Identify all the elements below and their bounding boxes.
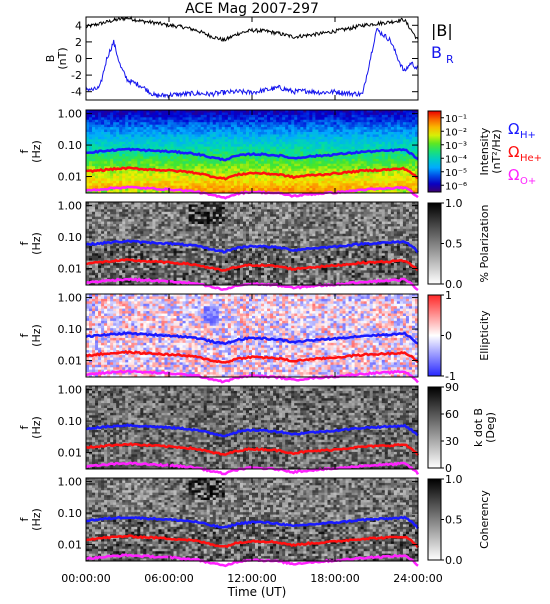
legend-b-magnitude: |B| xyxy=(431,21,453,40)
y-axis-label: f(Hz) xyxy=(18,324,43,347)
y-axis-label-unit: (Hz) xyxy=(30,232,43,255)
colorbar xyxy=(428,295,441,376)
chart-title: ACE Mag 2007-297 xyxy=(185,1,319,17)
colorbar-tick-label: 0.0 xyxy=(445,554,463,567)
legend-omega-he: Ω xyxy=(508,143,519,161)
colorbar-tick-label: 10⁻¹ xyxy=(445,114,467,125)
y-tick-label: 1.00 xyxy=(58,200,83,213)
panel-spectrogram-1: 1.00 0.10 0.01 f(Hz) 10⁻¹ 10⁻² 10⁻³ 10⁻⁴ 10⁻⁵ 10⁻… xyxy=(18,108,542,199)
legend-omega-o: Ω xyxy=(508,166,519,184)
colorbar-label-unit: (Deg) xyxy=(484,412,497,443)
y-tick-label: 0.01 xyxy=(58,263,83,276)
colorbar-label: Intensity(nT²/Hz) xyxy=(478,127,503,175)
colorbar-label: % Polarization xyxy=(478,205,491,283)
colorbar-tick-label: 30 xyxy=(445,435,459,448)
colorbar-tick-label: 10⁻⁶ xyxy=(445,181,467,192)
y-axis-label: f(Hz) xyxy=(18,140,43,163)
y-tick-label: 0.10 xyxy=(58,507,83,520)
x-tick-label: 24:00:00 xyxy=(393,572,442,585)
y-tick-label: 0.01 xyxy=(58,447,83,460)
y-tick-label: 1.00 xyxy=(58,108,83,121)
x-axis-label: Time (UT) xyxy=(227,585,287,599)
colorbar-tick-label: 0.5 xyxy=(445,514,463,527)
x-tick-label: 00:00:00 xyxy=(61,572,110,585)
legend-omega-h-subscript: H+ xyxy=(520,130,536,141)
colorbar xyxy=(428,203,441,284)
colorbar-tick-label: 0 xyxy=(445,330,452,343)
y-axis-label-unit: (Hz) xyxy=(30,140,43,163)
colorbar-label-line: % Polarization xyxy=(478,205,491,283)
colorbar xyxy=(428,479,441,560)
y-tick-label: 4 xyxy=(75,19,82,32)
colorbar xyxy=(428,387,441,468)
y-tick-label: 0.10 xyxy=(58,231,83,244)
colorbar-label-line: Coherency xyxy=(478,490,491,549)
colorbar-tick-label: 10⁻² xyxy=(445,127,467,138)
y-tick-label: 0.10 xyxy=(58,323,83,336)
colorbar-tick-label: 60 xyxy=(445,408,459,421)
x-tick-label: 12:00:00 xyxy=(227,572,276,585)
y-axis-label: f(Hz) xyxy=(18,416,43,439)
y-tick-label: 1.00 xyxy=(58,476,83,489)
y-tick-label: 0.10 xyxy=(58,139,83,152)
y-tick-label: 0.01 xyxy=(58,539,83,552)
y-tick-label: 0 xyxy=(75,53,82,66)
panel-spectrogram-5: 1.00 0.10 0.01 f(Hz) 1.0 0.5 0.0 Coherency xyxy=(18,473,491,567)
y-axis-label: f(Hz) xyxy=(18,232,43,255)
colorbar xyxy=(428,111,441,192)
y-tick-label: 1.00 xyxy=(58,384,83,397)
y-tick-label: -2 xyxy=(71,69,82,82)
colorbar-tick-label: 1.0 xyxy=(445,197,463,210)
y-tick-label: 0.01 xyxy=(58,355,83,368)
y-tick-label: 2 xyxy=(75,36,82,49)
colorbar-tick-label: 10⁻³ xyxy=(445,141,467,152)
colorbar-label: Ellipticity xyxy=(478,310,491,361)
colorbar-tick-label: 1 xyxy=(445,289,452,302)
colorbar-label-line: Ellipticity xyxy=(478,310,491,361)
x-tick-label: 18:00:00 xyxy=(310,572,359,585)
legend-b-r: B xyxy=(431,43,442,62)
legend-omega-o-subscript: O+ xyxy=(520,176,536,187)
y-axis-label: B(nT) xyxy=(44,47,69,69)
y-axis-label-unit: (Hz) xyxy=(30,508,43,531)
colorbar-tick-label: 90 xyxy=(445,381,459,394)
colorbar-tick-label: 0.5 xyxy=(445,238,463,251)
colorbar-tick-label: 1.0 xyxy=(445,473,463,486)
legend-omega-he-subscript: He+ xyxy=(520,153,542,164)
legend-omega-h: Ω xyxy=(508,120,519,138)
y-tick-label: 1.00 xyxy=(58,292,83,305)
colorbar-tick-label: 10⁻⁵ xyxy=(445,168,467,179)
panel-spectrogram-2: 1.000.100.01f(Hz)1.00.50.0% Polarization xyxy=(18,197,491,291)
y-axis-label-unit: (Hz) xyxy=(30,324,43,347)
x-tick-label: 06:00:00 xyxy=(144,572,193,585)
colorbar-tick-label: 10⁻⁴ xyxy=(445,154,467,165)
y-tick-label: 0.01 xyxy=(58,171,83,184)
y-axis-label-unit: (nT) xyxy=(56,47,69,69)
colorbar-label: Coherency xyxy=(478,490,491,549)
y-axis-label-unit: (Hz) xyxy=(30,416,43,439)
y-tick-label: -4 xyxy=(71,86,82,99)
legend-b-r-subscript: R xyxy=(446,53,454,66)
colorbar-label-unit: (nT²/Hz) xyxy=(490,129,503,173)
y-axis-label: f(Hz) xyxy=(18,508,43,531)
colorbar-label: k dot B(Deg) xyxy=(472,408,497,447)
y-tick-label: 0.10 xyxy=(58,415,83,428)
